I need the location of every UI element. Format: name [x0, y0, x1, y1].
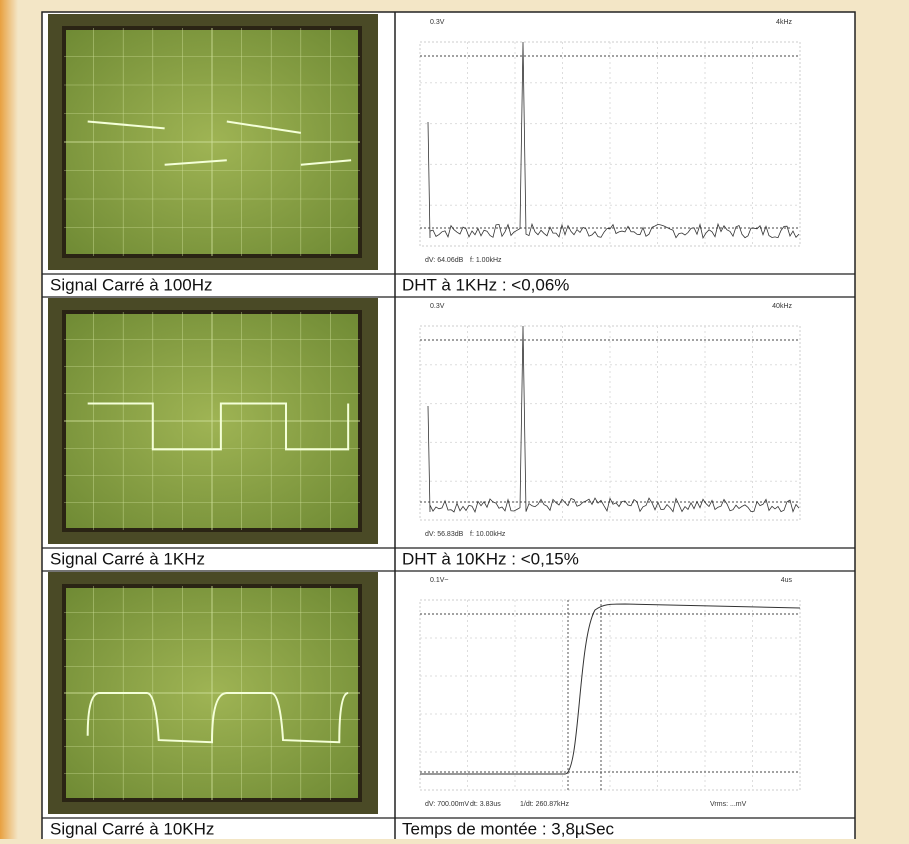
scope-caption: Signal Carré à 100Hz: [50, 275, 213, 294]
analyzer-caption: Temps de montée : 3,8µSec: [402, 819, 615, 838]
analyzer-readout: dt: 3.83us: [470, 801, 501, 808]
scope-caption: Signal Carré à 10KHz: [50, 819, 214, 838]
scope-trace: [86, 692, 349, 744]
analyzer-readout: dV: 56.83dB: [425, 531, 464, 538]
analyzer-caption: DHT à 1KHz : <0,06%: [402, 275, 569, 294]
analyzer-top-right: 40kHz: [772, 303, 792, 310]
scope-trace: [87, 120, 352, 166]
scope-trace: [87, 402, 350, 451]
analyzer-readout: dV: 700.00mV: [425, 801, 469, 808]
analyzer-readout: 1/dt: 260.87kHz: [520, 801, 570, 808]
analyzer-readout: f: 1.00kHz: [470, 257, 502, 264]
scope-caption: Signal Carré à 1KHz: [50, 549, 205, 568]
analyzer-top-right: 4us: [781, 577, 793, 584]
analyzer-top-left: 0.1V~: [430, 577, 449, 584]
analyzer-readout: dV: 64.06dB: [425, 257, 464, 264]
spectrum-trace: [427, 325, 800, 513]
spectrum-trace: [427, 41, 800, 239]
analyzer-caption: DHT à 10KHz : <0,15%: [402, 549, 579, 568]
analyzer-top-right: 4kHz: [776, 19, 792, 26]
analyzer-readout: f: 10.00kHz: [470, 531, 506, 538]
rise-trace: [420, 603, 801, 775]
analyzer-top-left: 0.3V: [430, 19, 445, 26]
page-edge: [0, 0, 18, 839]
analyzer-top-left: 0.3V: [430, 303, 445, 310]
analyzer-readout: Vrms: ...mV: [710, 801, 747, 808]
